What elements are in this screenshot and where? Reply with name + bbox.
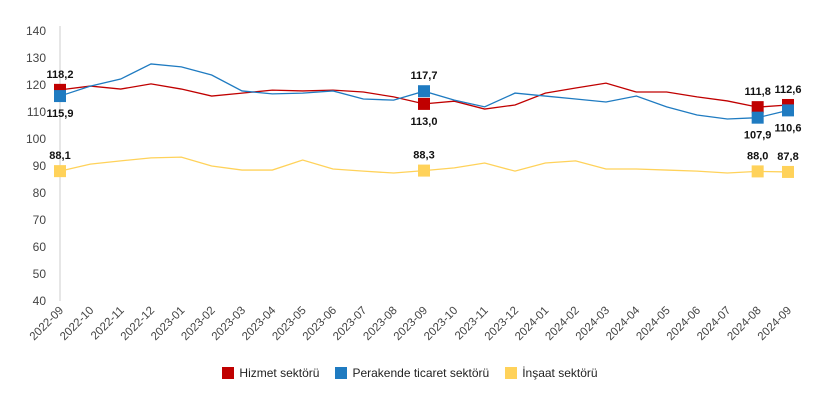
x-tick-label: 2022-10: [58, 305, 96, 343]
data-marker: [54, 165, 66, 178]
data-marker: [418, 97, 430, 110]
y-tick-label: 120: [26, 78, 46, 92]
legend-swatch: [335, 367, 348, 379]
data-marker: [54, 90, 66, 103]
data-label: 107,9: [744, 130, 772, 142]
legend-item-perakende[interactable]: Perakende ticaret sektörü: [335, 366, 489, 380]
legend-label: İnşaat sektörü: [522, 366, 598, 380]
y-tick-label: 50: [33, 267, 47, 281]
data-marker: [418, 164, 430, 177]
legend-swatch: [505, 367, 518, 379]
data-label: 112,6: [775, 84, 802, 96]
y-tick-label: 40: [33, 294, 47, 308]
legend: Hizmet sektörü Perakende ticaret sektörü…: [0, 366, 820, 380]
legend-item-insaat[interactable]: İnşaat sektörü: [505, 366, 598, 380]
data-label: 115,9: [47, 108, 74, 120]
data-marker: [751, 111, 764, 124]
y-tick-label: 90: [33, 159, 47, 173]
data-marker: [782, 165, 794, 178]
data-label: 87,8: [777, 151, 798, 163]
legend-label: Perakende ticaret sektörü: [352, 366, 490, 380]
data-label: 111,8: [745, 86, 771, 98]
y-tick-label: 130: [26, 51, 46, 65]
legend-label: Hizmet sektörü: [239, 366, 320, 380]
y-tick-label: 140: [26, 24, 46, 38]
y-tick-label: 80: [33, 186, 47, 200]
data-label: 113,0: [411, 116, 438, 128]
data-label: 118,2: [47, 69, 74, 81]
data-label: 88,0: [747, 150, 768, 162]
data-marker: [751, 165, 764, 178]
line-chart: 4050607080901001101201301402022-092022-1…: [26, 24, 802, 343]
x-tick-label: 2024-09: [756, 305, 794, 343]
y-tick-label: 110: [27, 105, 46, 119]
data-marker: [751, 101, 764, 114]
data-marker: [418, 85, 430, 98]
data-label: 88,3: [413, 150, 434, 162]
data-label: 110,6: [775, 122, 802, 134]
legend-swatch: [222, 367, 235, 379]
data-label: 117,7: [411, 70, 438, 82]
y-tick-label: 70: [33, 213, 47, 227]
y-tick-label: 60: [33, 240, 47, 254]
data-marker: [782, 104, 794, 117]
y-tick-label: 100: [26, 132, 46, 146]
legend-item-hizmet[interactable]: Hizmet sektörü: [222, 366, 319, 380]
x-tick-label: 2023-10: [422, 305, 460, 343]
data-label: 88,1: [49, 150, 70, 162]
